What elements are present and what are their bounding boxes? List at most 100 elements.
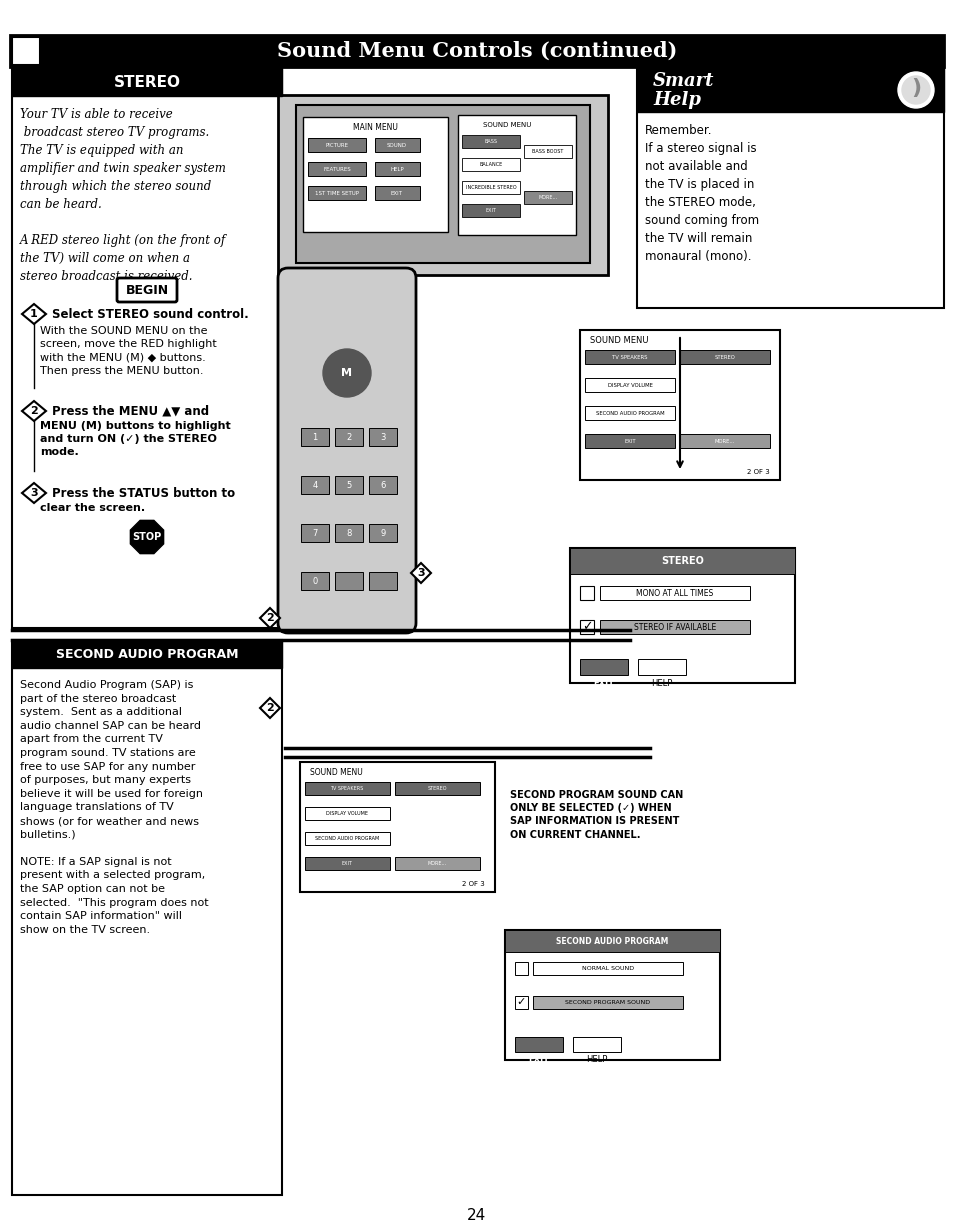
Text: Help: Help — [652, 91, 700, 109]
Text: STEREO: STEREO — [714, 354, 735, 359]
Bar — [308, 162, 366, 176]
Bar — [533, 996, 682, 1009]
Bar — [579, 659, 627, 675]
Text: 2: 2 — [30, 406, 38, 416]
Bar — [584, 351, 675, 364]
Bar — [305, 807, 390, 820]
Text: SECOND AUDIO PROGRAM: SECOND AUDIO PROGRAM — [595, 411, 663, 416]
Text: MONO AT ALL TIMES: MONO AT ALL TIMES — [636, 588, 713, 598]
Text: 7: 7 — [312, 529, 317, 538]
Text: STEREO: STEREO — [660, 556, 703, 566]
Text: STEREO IF AVAILABLE: STEREO IF AVAILABLE — [633, 622, 716, 631]
Bar — [395, 857, 479, 870]
Polygon shape — [22, 483, 46, 503]
Bar — [599, 620, 749, 633]
Circle shape — [897, 73, 933, 108]
Text: 5: 5 — [346, 481, 352, 490]
Polygon shape — [131, 520, 164, 554]
Bar — [301, 476, 329, 494]
Bar — [369, 572, 396, 590]
Bar — [335, 572, 363, 590]
Text: M: M — [341, 368, 352, 378]
Bar — [303, 117, 448, 232]
Bar — [637, 68, 943, 308]
Bar — [12, 68, 282, 96]
Circle shape — [323, 349, 371, 397]
Bar — [308, 186, 366, 200]
Bar — [301, 524, 329, 542]
Bar — [584, 406, 675, 419]
Bar — [12, 37, 40, 65]
Bar — [12, 640, 282, 1196]
Bar — [579, 330, 780, 480]
Text: 4: 4 — [312, 481, 317, 490]
Text: 3: 3 — [30, 488, 38, 498]
FancyBboxPatch shape — [117, 278, 177, 303]
Bar — [335, 524, 363, 542]
Text: MORE...: MORE... — [427, 861, 446, 866]
Text: 3: 3 — [380, 433, 385, 442]
Text: SOUND: SOUND — [387, 143, 407, 148]
Text: MORE...: MORE... — [537, 196, 557, 200]
Text: clear the screen.: clear the screen. — [40, 503, 145, 513]
Bar — [299, 763, 495, 892]
Text: SECOND AUDIO PROGRAM: SECOND AUDIO PROGRAM — [556, 936, 668, 946]
Text: EXIT: EXIT — [391, 191, 402, 196]
Polygon shape — [22, 304, 46, 323]
Text: Remember.
If a stereo signal is
not available and
the TV is placed in
the STEREO: Remember. If a stereo signal is not avai… — [644, 124, 759, 263]
Polygon shape — [411, 563, 431, 583]
Bar — [584, 378, 675, 392]
Text: Second Audio Program (SAP) is
part of the stereo broadcast
system.  Sent as a ad: Second Audio Program (SAP) is part of th… — [20, 680, 209, 935]
Text: 3: 3 — [416, 568, 424, 578]
Bar — [461, 135, 519, 148]
Text: MENU (M) buttons to highlight
and turn ON (✓) the STEREO
mode.: MENU (M) buttons to highlight and turn O… — [40, 421, 231, 458]
Polygon shape — [22, 401, 46, 421]
Text: Select STEREO sound control.: Select STEREO sound control. — [52, 308, 249, 321]
Text: 24: 24 — [467, 1208, 486, 1223]
Polygon shape — [260, 697, 280, 718]
Bar — [461, 181, 519, 194]
Bar — [375, 186, 419, 200]
Bar — [637, 68, 943, 112]
Bar — [301, 428, 329, 446]
Bar — [457, 114, 576, 235]
Text: MORE...: MORE... — [714, 439, 735, 444]
Text: SOUND MENU: SOUND MENU — [310, 768, 362, 776]
Text: Sound Menu Controls (continued): Sound Menu Controls (continued) — [276, 41, 677, 62]
Text: EXIT: EXIT — [341, 861, 352, 866]
Text: INCREDIBLE STEREO: INCREDIBLE STEREO — [465, 184, 516, 189]
Text: NORMAL SOUND: NORMAL SOUND — [581, 966, 634, 970]
Bar — [461, 204, 519, 216]
Bar — [335, 476, 363, 494]
Text: ✓: ✓ — [581, 620, 592, 633]
Bar — [295, 105, 589, 263]
Bar — [579, 620, 594, 633]
Text: SECOND PROGRAM SOUND CAN
ONLY BE SELECTED (✓) WHEN
SAP INFORMATION IS PRESENT
ON: SECOND PROGRAM SOUND CAN ONLY BE SELECTE… — [510, 790, 682, 840]
Bar — [573, 1037, 620, 1052]
Text: ✓: ✓ — [516, 998, 525, 1007]
Text: SOUND MENU: SOUND MENU — [482, 122, 531, 128]
Text: Your TV is able to receive
 broadcast stereo TV programs.
The TV is equipped wit: Your TV is able to receive broadcast ste… — [20, 108, 226, 283]
Text: STOP: STOP — [132, 533, 161, 542]
Bar — [461, 157, 519, 171]
Text: 2 OF 3: 2 OF 3 — [462, 881, 484, 887]
Bar — [569, 549, 794, 683]
Text: TV SPEAKERS: TV SPEAKERS — [330, 786, 363, 791]
Text: BASS BOOST: BASS BOOST — [532, 149, 563, 154]
Text: EXIT: EXIT — [623, 439, 635, 444]
Bar — [515, 1037, 562, 1052]
Bar — [277, 95, 607, 276]
Bar — [369, 476, 396, 494]
Text: Smart: Smart — [652, 73, 714, 90]
Bar — [679, 434, 769, 448]
Text: PICTURE: PICTURE — [325, 143, 348, 148]
Text: 2: 2 — [346, 433, 352, 442]
Bar — [305, 782, 390, 795]
Text: 0: 0 — [312, 577, 317, 585]
Bar — [375, 138, 419, 153]
Text: 8: 8 — [346, 529, 352, 538]
Bar — [504, 930, 720, 952]
Text: TV SPEAKERS: TV SPEAKERS — [612, 354, 647, 359]
Bar — [395, 782, 479, 795]
Text: DISPLAY VOLUME: DISPLAY VOLUME — [607, 383, 652, 387]
